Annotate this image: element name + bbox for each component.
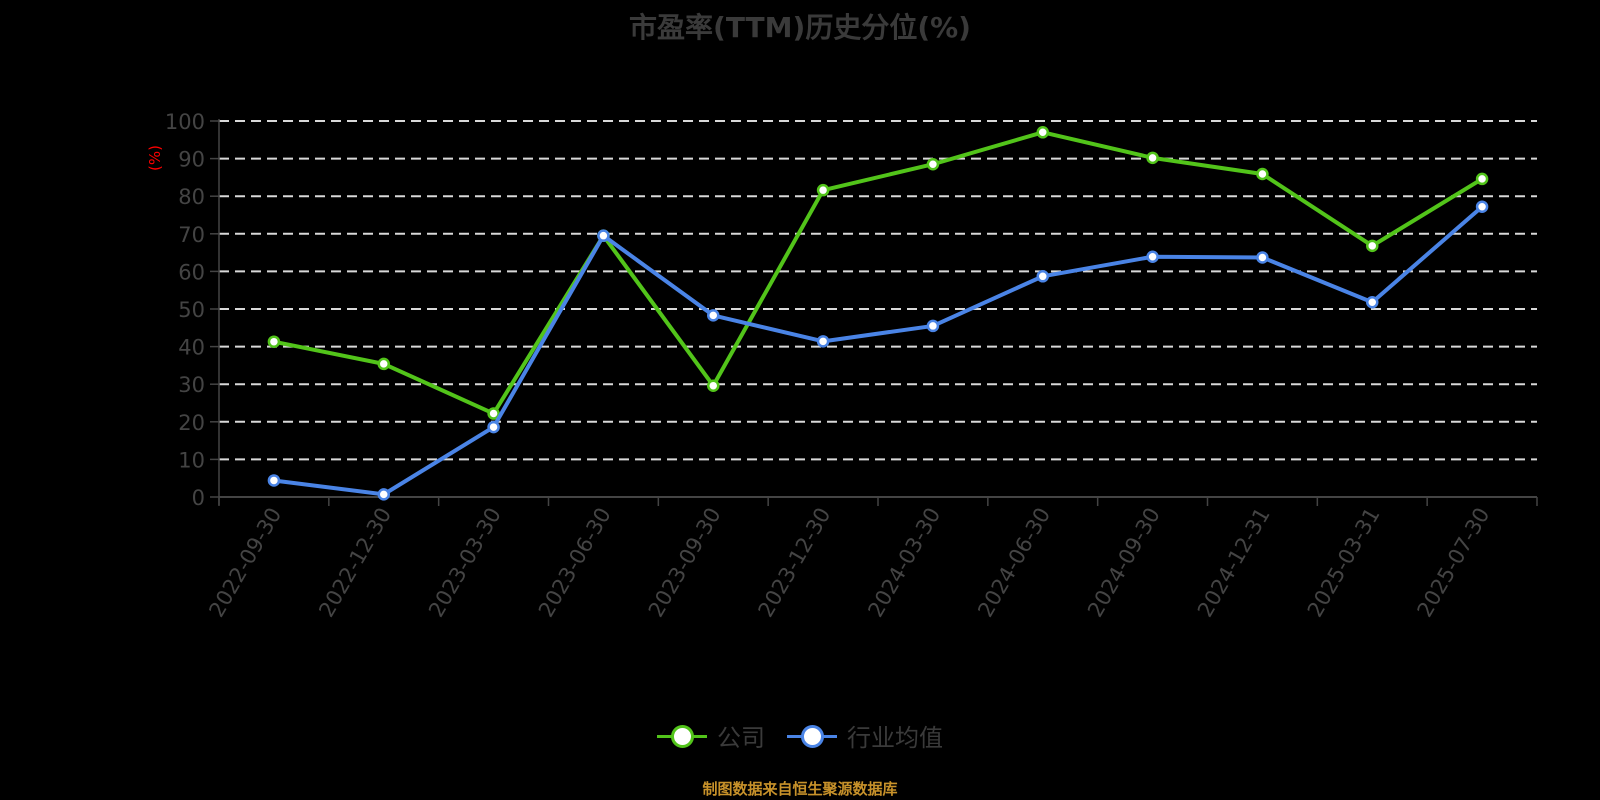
data-point[interactable] [377, 357, 390, 371]
y-tick-label: 30 [178, 373, 205, 397]
data-point[interactable] [1366, 295, 1379, 309]
legend-label: 行业均值 [847, 724, 943, 752]
x-tick-label: 2023-09-30 [644, 504, 726, 622]
y-axis-ticks: 0 10 20 30 40 50 60 70 80 90 100 [165, 110, 219, 510]
chart-title: 市盈率(TTM)历史分位(%) [629, 11, 971, 44]
y-tick-label: 50 [178, 298, 205, 322]
data-point[interactable] [377, 488, 390, 501]
y-tick-label: 60 [178, 260, 205, 284]
x-tick-label: 2024-06-30 [973, 504, 1055, 622]
x-tick-label: 2023-12-30 [754, 504, 836, 622]
data-point[interactable] [597, 229, 610, 242]
legend-industry-marker-icon [787, 724, 837, 748]
data-point[interactable] [487, 407, 500, 420]
source-note: 制图数据来自恒生聚源数据库 [702, 780, 898, 798]
x-tick-label: 2023-03-30 [424, 504, 506, 622]
data-series [267, 126, 1489, 501]
y-tick-label: 0 [192, 486, 205, 510]
data-point[interactable] [1146, 250, 1159, 263]
data-point[interactable] [1366, 239, 1379, 253]
data-point[interactable] [1256, 251, 1269, 264]
data-point[interactable] [1036, 126, 1049, 139]
data-point[interactable] [926, 319, 940, 333]
y-tick-label: 80 [178, 185, 205, 209]
data-point[interactable] [1036, 270, 1049, 283]
x-tick-label: 2025-03-31 [1303, 504, 1385, 622]
x-tick-label: 2022-12-30 [314, 504, 396, 622]
y-axis-unit-label: (%) [146, 145, 164, 171]
legend-item-industry-average[interactable]: 行业均值 [787, 718, 943, 753]
y-tick-label: 70 [178, 223, 205, 247]
x-tick-label: 2024-03-30 [863, 504, 945, 622]
data-point[interactable] [1256, 167, 1269, 181]
data-point[interactable] [487, 420, 500, 434]
data-point[interactable] [267, 474, 281, 487]
gridlines [219, 120, 1537, 461]
series-industry-average [267, 200, 1489, 501]
y-tick-label: 100 [165, 110, 205, 134]
x-axis-ticks: 2022-09-30 2022-12-30 2023-03-30 2023-06-30… [204, 497, 1538, 622]
y-tick-label: 10 [178, 448, 205, 472]
y-tick-label: 20 [178, 411, 205, 435]
x-tick-label: 2024-12-31 [1193, 504, 1275, 622]
legend-label: 公司 [717, 724, 765, 752]
data-point[interactable] [267, 335, 281, 348]
x-tick-label: 2025-07-30 [1413, 504, 1495, 622]
data-point[interactable] [1146, 151, 1159, 165]
data-point[interactable] [816, 183, 830, 197]
data-point[interactable] [1475, 172, 1489, 186]
y-tick-label: 90 [178, 148, 205, 172]
x-tick-label: 2024-09-30 [1083, 504, 1165, 622]
data-point[interactable] [1475, 200, 1489, 213]
data-point[interactable] [707, 309, 720, 322]
y-tick-label: 40 [178, 336, 205, 360]
legend: 公司 行业均值 [0, 718, 1600, 753]
data-point[interactable] [816, 335, 830, 348]
data-point[interactable] [707, 379, 720, 392]
data-point[interactable] [926, 157, 940, 171]
x-tick-label: 2023-06-30 [534, 504, 616, 622]
x-tick-label: 2022-09-30 [204, 504, 286, 622]
legend-company-marker-icon [657, 724, 707, 748]
legend-item-company[interactable]: 公司 [657, 718, 765, 753]
